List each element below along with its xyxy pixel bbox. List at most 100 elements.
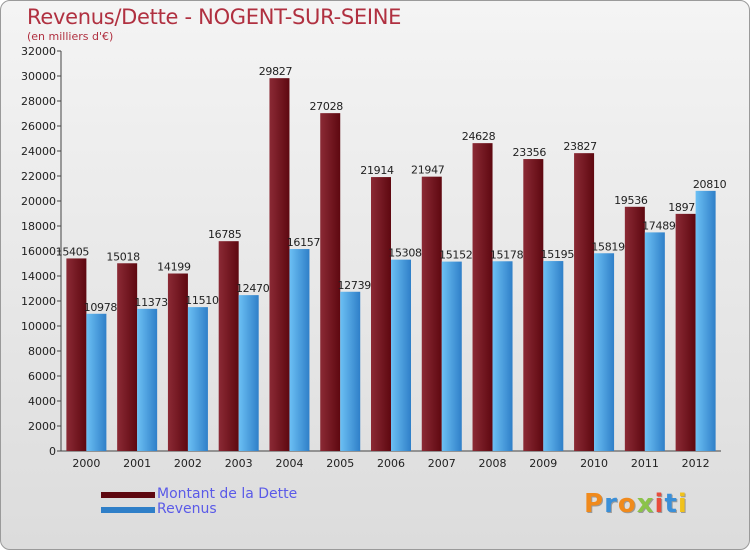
proxiti-logo: Proxiti (584, 489, 688, 519)
data-label-revenus: 15308 (388, 247, 422, 260)
bar-revenus (391, 259, 411, 451)
bar-debt (218, 241, 239, 451)
logo-letter: i (654, 489, 665, 519)
data-label-revenus: 12739 (337, 279, 371, 292)
bar-revenus (137, 308, 158, 451)
data-label-debt: 21914 (360, 164, 394, 177)
logo-letter: P (584, 489, 605, 519)
bar-debt (523, 159, 544, 452)
data-label-revenus: 20810 (693, 178, 727, 191)
data-label-debt: 23356 (513, 146, 547, 159)
chart-title: Revenus/Dette - NOGENT-SUR-SEINE (27, 5, 402, 29)
data-label-revenus: 15178 (490, 248, 524, 261)
x-tick-label: 2004 (275, 457, 303, 470)
x-tick-label: 2001 (123, 457, 151, 470)
y-tick-label: 14000 (21, 270, 56, 283)
y-tick-label: 16000 (21, 245, 56, 258)
logo-letter: o (617, 489, 637, 519)
bar-revenus (492, 261, 513, 451)
data-label-debt: 29827 (259, 65, 293, 78)
data-label-revenus: 11510 (185, 294, 219, 307)
y-tick-label: 18000 (21, 220, 56, 233)
data-label-revenus: 15195 (541, 248, 575, 261)
x-tick-label: 2006 (377, 457, 405, 470)
logo-letter: t (664, 489, 678, 519)
legend-label-revenus: Revenus (157, 501, 217, 517)
y-tick-label: 32000 (21, 45, 56, 58)
x-tick-label: 2009 (529, 457, 557, 470)
bar-revenus (695, 190, 716, 451)
data-label-revenus: 12470 (236, 282, 270, 295)
y-tick-label: 12000 (21, 295, 56, 308)
x-tick-label: 2003 (225, 457, 253, 470)
bar-revenus (289, 249, 310, 451)
data-label-revenus: 10978 (84, 301, 118, 314)
y-tick-label: 2000 (28, 420, 56, 433)
y-tick-label: 6000 (28, 370, 56, 383)
bar-revenus (441, 261, 462, 451)
legend-swatch-debt (101, 491, 155, 498)
bar-debt (269, 78, 290, 451)
data-label-debt: 27028 (309, 100, 343, 113)
y-tick-label: 24000 (21, 145, 56, 158)
bar-revenus (543, 261, 564, 451)
bar-debt (320, 113, 341, 452)
data-label-revenus: 16157 (287, 236, 321, 249)
bar-debt (472, 143, 493, 451)
x-tick-label: 2010 (580, 457, 608, 470)
y-tick-label: 28000 (21, 95, 56, 108)
bars (66, 78, 716, 452)
data-label-debt: 19536 (614, 194, 648, 207)
chart-subtitle: (en milliers d'€) (27, 30, 114, 43)
x-tick-label: 2005 (326, 457, 354, 470)
logo-letter: i (677, 489, 688, 519)
data-label-debt: 15405 (56, 245, 90, 258)
legend: Montant de la Dette Revenus (101, 487, 297, 517)
y-tick-label: 26000 (21, 120, 56, 133)
y-tick-label: 0 (49, 445, 56, 458)
bar-debt (574, 153, 595, 451)
data-label-debt: 16785 (208, 228, 242, 241)
x-tick-label: 2002 (174, 457, 202, 470)
legend-swatch-revenus (101, 506, 155, 513)
data-label-revenus: 15819 (591, 240, 625, 253)
bar-debt (421, 176, 442, 451)
x-tick-label: 2000 (72, 457, 100, 470)
bar-debt (371, 177, 391, 451)
data-label-debt: 24628 (462, 130, 496, 143)
bar-revenus (340, 291, 361, 451)
legend-label-debt: Montant de la Dette (157, 486, 298, 502)
bar-revenus (86, 313, 107, 451)
y-tick-label: 10000 (21, 320, 56, 333)
x-tick-label: 2007 (428, 457, 456, 470)
y-tick-label: 20000 (21, 195, 56, 208)
data-label-debt: 21947 (411, 164, 445, 177)
bar-revenus (238, 295, 259, 451)
y-tick-label: 4000 (28, 395, 56, 408)
logo-letter: x (636, 489, 655, 519)
bar-debt (117, 263, 138, 451)
data-labels: 15405 10978 15018 11373 14199 11510 16785 12470… (56, 65, 727, 314)
bar-revenus (644, 232, 665, 451)
bar-revenus (187, 307, 208, 451)
bar-revenus (594, 253, 615, 451)
data-label-revenus: 11373 (134, 296, 168, 309)
data-label-debt: 1897 (668, 201, 695, 214)
data-label-debt: 23827 (563, 140, 597, 153)
x-tick-label: 2012 (682, 457, 710, 470)
data-label-debt: 15018 (106, 250, 140, 263)
data-label-debt: 14199 (157, 261, 191, 274)
x-tick-label: 2011 (631, 457, 659, 470)
data-label-revenus: 17489 (642, 219, 676, 232)
data-label-revenus: 15152 (439, 249, 473, 262)
bar-debt (167, 273, 188, 451)
bar-debt (675, 213, 696, 451)
bar-debt (66, 258, 87, 451)
y-tick-label: 22000 (21, 170, 56, 183)
logo-letter: r (604, 489, 618, 519)
y-tick-label: 30000 (21, 70, 56, 83)
bar-debt (624, 206, 645, 451)
x-tick-label: 2008 (479, 457, 507, 470)
